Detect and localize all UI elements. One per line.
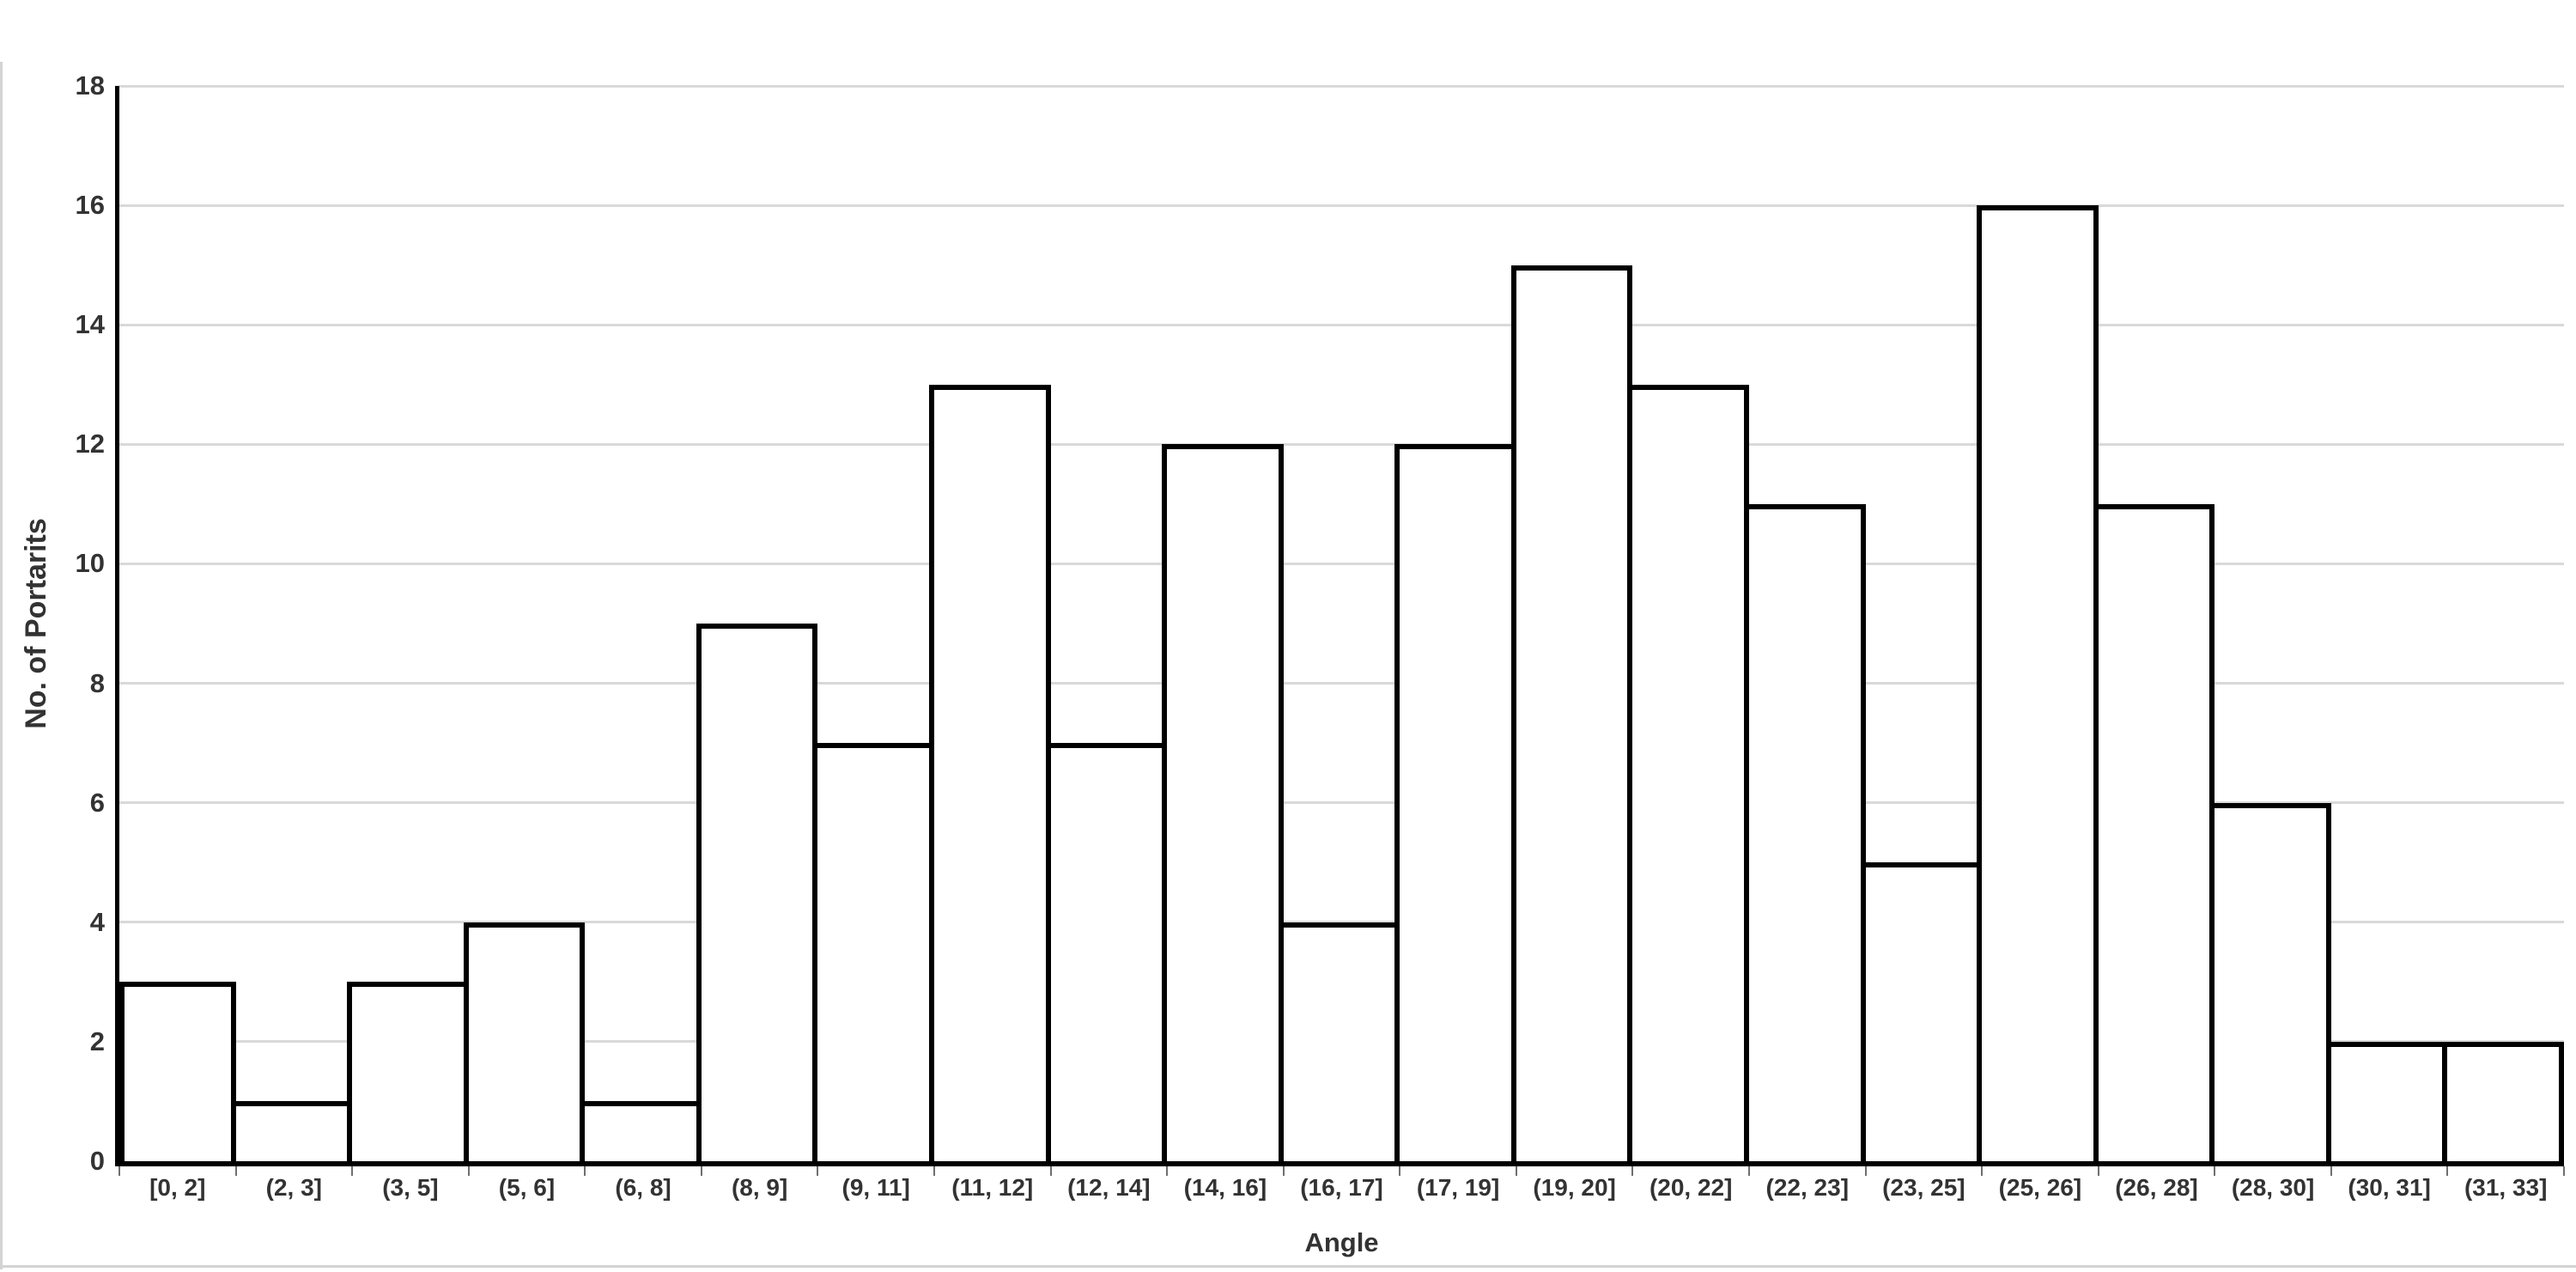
x-axis-tick-mark xyxy=(467,1166,470,1176)
x-axis-tick-mark xyxy=(2330,1166,2332,1176)
bar-(2, 3] xyxy=(230,1101,353,1161)
x-axis-tick-mark xyxy=(933,1166,935,1176)
y-tick-label-14: 14 xyxy=(75,309,105,340)
y-tick-label-8: 8 xyxy=(89,667,105,698)
x-tick-label-12: (19, 20] xyxy=(1533,1174,1616,1201)
x-tick-label-15: (23, 25] xyxy=(1882,1174,1965,1201)
x-tick-label-11: (17, 19] xyxy=(1416,1174,1500,1201)
x-tick-label-13: (20, 22] xyxy=(1649,1174,1733,1201)
x-axis-line xyxy=(115,1161,2564,1166)
bar-(16, 17] xyxy=(1278,922,1400,1161)
x-axis-tick-mark xyxy=(1748,1166,1750,1176)
x-axis-tick-mark xyxy=(1981,1166,1984,1176)
gridline-y8 xyxy=(119,682,2564,685)
gridline-y16 xyxy=(119,204,2564,207)
bar-(5, 6] xyxy=(463,922,586,1161)
bar-(26, 28] xyxy=(2093,503,2215,1161)
frame-bottom-border xyxy=(0,1265,2576,1268)
bar-(19, 20] xyxy=(1510,265,1633,1161)
x-tick-label-17: (26, 28] xyxy=(2115,1174,2198,1201)
bar-[0, 2] xyxy=(119,982,236,1161)
y-axis-line xyxy=(115,86,119,1161)
x-tick-label-0: [0, 2] xyxy=(149,1174,206,1201)
x-tick-label-1: (2, 3] xyxy=(265,1174,323,1201)
x-tick-label-18: (28, 30] xyxy=(2231,1174,2315,1201)
x-tick-label-3: (5, 6] xyxy=(498,1174,556,1201)
y-tick-label-12: 12 xyxy=(75,429,105,460)
y-tick-label-10: 10 xyxy=(75,548,105,579)
x-tick-label-2: (3, 5] xyxy=(382,1174,439,1201)
x-tick-label-8: (12, 14] xyxy=(1067,1174,1151,1201)
bar-(23, 25] xyxy=(1860,862,1983,1161)
gridline-y10 xyxy=(119,562,2564,565)
x-axis-tick-mark xyxy=(700,1166,702,1176)
x-axis-tick-mark xyxy=(1631,1166,1634,1176)
bar-(25, 26] xyxy=(1977,205,2099,1161)
y-tick-label-18: 18 xyxy=(75,70,105,100)
x-axis-title: Angle xyxy=(1304,1227,1379,1257)
bar-(11, 12] xyxy=(929,384,1051,1161)
bar-(28, 30] xyxy=(2209,802,2331,1161)
x-axis-tick-mark xyxy=(2214,1166,2216,1176)
bar-(17, 19] xyxy=(1394,444,1516,1161)
gridline-y18 xyxy=(119,84,2564,88)
bar-(20, 22] xyxy=(1627,384,1749,1161)
x-tick-label-5: (8, 9] xyxy=(731,1174,788,1201)
x-tick-label-9: (14, 16] xyxy=(1183,1174,1267,1201)
x-axis-tick-mark xyxy=(1864,1166,1867,1176)
gridline-y12 xyxy=(119,442,2564,446)
x-tick-label-6: (9, 11] xyxy=(841,1174,910,1201)
x-axis-tick-mark xyxy=(1166,1166,1169,1176)
bar-(9, 11] xyxy=(812,743,934,1161)
x-axis-tick-mark xyxy=(1049,1166,1052,1176)
gridline-y6 xyxy=(119,801,2564,805)
x-axis-tick-mark xyxy=(351,1166,354,1176)
x-tick-label-16: (25, 26] xyxy=(1998,1174,2082,1201)
x-axis-tick-mark xyxy=(2563,1166,2565,1176)
y-tick-label-16: 16 xyxy=(75,190,105,221)
y-tick-label-6: 6 xyxy=(89,787,105,818)
x-axis-tick-mark xyxy=(1399,1166,1401,1176)
bar-(3, 5] xyxy=(347,982,469,1161)
x-tick-label-14: (22, 23] xyxy=(1765,1174,1850,1201)
x-tick-label-10: (16, 17] xyxy=(1300,1174,1383,1201)
plot-area xyxy=(115,84,2565,1176)
bar-(30, 31] xyxy=(2325,1041,2448,1161)
bar-(8, 9] xyxy=(696,624,818,1161)
y-tick-label-4: 4 xyxy=(89,906,105,937)
y-tick-label-0: 0 xyxy=(89,1146,105,1176)
x-tick-label-7: (11, 12] xyxy=(951,1174,1034,1201)
bar-(31, 33] xyxy=(2442,1041,2564,1161)
x-axis-tick-mark xyxy=(118,1166,120,1176)
x-axis-tick-mark xyxy=(234,1166,237,1176)
bar-(12, 14] xyxy=(1045,743,1168,1161)
x-axis-tick-mark xyxy=(584,1166,586,1176)
y-tick-label-2: 2 xyxy=(89,1026,105,1056)
bar-(6, 8] xyxy=(580,1101,702,1161)
x-tick-label-20: (31, 33] xyxy=(2464,1174,2548,1201)
x-tick-label-4: (6, 8] xyxy=(615,1174,671,1201)
x-axis-tick-mark xyxy=(1515,1166,1517,1176)
x-axis-tick-mark xyxy=(1282,1166,1285,1176)
x-axis-tick-mark xyxy=(817,1166,819,1176)
x-axis-tick-mark xyxy=(2097,1166,2099,1176)
bar-(22, 23] xyxy=(1744,503,1866,1161)
frame-left-border xyxy=(0,62,3,1269)
gridline-y14 xyxy=(119,323,2564,326)
x-tick-label-19: (30, 31] xyxy=(2348,1174,2431,1201)
bar-(14, 16] xyxy=(1162,444,1284,1161)
x-axis-tick-mark xyxy=(2446,1166,2449,1176)
